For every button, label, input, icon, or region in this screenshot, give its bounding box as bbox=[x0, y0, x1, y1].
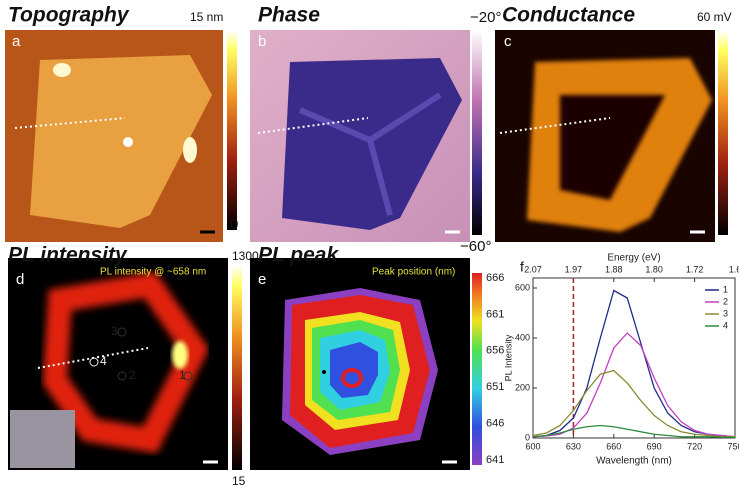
scale-max: −20° bbox=[470, 9, 501, 26]
spot-label: 1 bbox=[179, 368, 186, 382]
inset-image bbox=[10, 410, 75, 468]
colorbar-tick-label: 661 bbox=[486, 308, 504, 320]
legend-label: 2 bbox=[723, 296, 728, 306]
colorbar bbox=[472, 273, 482, 465]
panel-letter: c bbox=[504, 33, 512, 50]
colorbar bbox=[227, 30, 237, 230]
legend-label: 1 bbox=[723, 284, 728, 294]
colorbar-tick-label: 646 bbox=[486, 418, 504, 430]
x-tick-label: 720 bbox=[687, 441, 702, 451]
panel-c: Conductance 60 mV c bbox=[495, 4, 732, 242]
x-axis-label: Wavelength (nm) bbox=[596, 456, 672, 467]
panel-title: PL intensity bbox=[8, 244, 128, 267]
line-cut bbox=[14, 117, 126, 129]
blob bbox=[123, 137, 133, 147]
colorbar bbox=[232, 265, 242, 470]
panel-letter: f bbox=[520, 259, 524, 275]
colorbar-ticks: 666 661 656 651 646 641 bbox=[486, 272, 504, 466]
panel-d: 1 2 3 4 PL intensity 1300 15 PL intensit… bbox=[8, 244, 259, 488]
legend-label: 3 bbox=[723, 308, 728, 318]
scale-min: −60° bbox=[460, 238, 491, 255]
region bbox=[341, 368, 363, 388]
panel-title: PL peak bbox=[258, 244, 339, 267]
spot bbox=[183, 371, 193, 381]
panel-letter: d bbox=[16, 271, 24, 288]
x2-tick-label: 1.6 bbox=[729, 264, 739, 274]
blob bbox=[53, 63, 71, 77]
colorbar bbox=[718, 30, 728, 235]
x2-tick-label: 1.97 bbox=[565, 264, 583, 274]
scale-min: 15 bbox=[232, 474, 246, 488]
hotspot bbox=[172, 341, 188, 369]
x2-tick-label: 1.88 bbox=[605, 264, 623, 274]
panel-f: f 600 630 660 690 720 750 2.07 1.97 1.88 1.80 1.72… bbox=[503, 253, 739, 467]
spot-label: 4 bbox=[100, 354, 107, 368]
inset-label: PL intensity @ ~658 nm bbox=[100, 267, 206, 278]
line-cut bbox=[257, 117, 369, 134]
panel-letter: b bbox=[258, 33, 266, 50]
texture bbox=[298, 92, 442, 216]
dot bbox=[322, 370, 326, 374]
panel-letter: a bbox=[12, 33, 21, 50]
spot-label: 2 bbox=[129, 368, 136, 382]
spot bbox=[117, 371, 127, 381]
series-line bbox=[532, 369, 735, 438]
x-tick-label: 660 bbox=[606, 441, 621, 451]
y-axis-label: PL Intensity bbox=[503, 334, 513, 381]
panel-letter: e bbox=[258, 271, 266, 288]
spot-label: 3 bbox=[111, 324, 118, 338]
spot bbox=[89, 357, 99, 367]
y-tick-label: 600 bbox=[515, 282, 530, 292]
colorbar bbox=[472, 30, 482, 235]
panel-title: Phase bbox=[258, 4, 320, 27]
panel-e: 666 661 656 651 646 641 PL peak Peak position… bbox=[250, 244, 504, 470]
spot bbox=[117, 327, 127, 337]
line-cut bbox=[499, 117, 611, 134]
colorbar-tick-label: 641 bbox=[486, 454, 504, 466]
colorbar-tick-label: 656 bbox=[486, 345, 504, 357]
colorbar-tick-label: 651 bbox=[486, 381, 504, 393]
plot-frame bbox=[532, 277, 736, 439]
scale-min: 0 bbox=[230, 216, 238, 233]
inset-label: Peak position (nm) bbox=[372, 267, 455, 278]
y-tick-label: 0 bbox=[525, 432, 530, 442]
panel-b: Phase −20° −60° b bbox=[250, 4, 501, 255]
pl-ring bbox=[42, 271, 209, 454]
flake bbox=[30, 55, 212, 228]
x2-tick-label: 1.80 bbox=[645, 264, 663, 274]
flake-inner bbox=[560, 95, 665, 200]
series-line bbox=[532, 424, 736, 439]
panel-title: Conductance bbox=[502, 4, 635, 27]
x2-tick-label: 1.72 bbox=[686, 264, 704, 274]
x-tick-label: 630 bbox=[566, 441, 581, 451]
panel-title: Topography bbox=[8, 4, 130, 27]
x-tick-label: 690 bbox=[647, 441, 662, 451]
blob bbox=[183, 137, 197, 163]
x2-axis-label: Energy (eV) bbox=[607, 253, 660, 264]
y-tick-label: 400 bbox=[515, 332, 530, 342]
scale-max: 60 mV bbox=[697, 10, 732, 24]
x-tick-label: 750 bbox=[727, 441, 739, 451]
scale-max: 15 nm bbox=[190, 10, 223, 24]
y-tick-label: 200 bbox=[515, 382, 530, 392]
x2-tick-label: 2.07 bbox=[524, 264, 542, 274]
panel-a: Topography 15 nm 0 a bbox=[5, 4, 238, 242]
x-tick-label: 600 bbox=[525, 441, 540, 451]
colorbar-tick-label: 666 bbox=[486, 272, 504, 284]
legend-label: 4 bbox=[723, 320, 728, 330]
